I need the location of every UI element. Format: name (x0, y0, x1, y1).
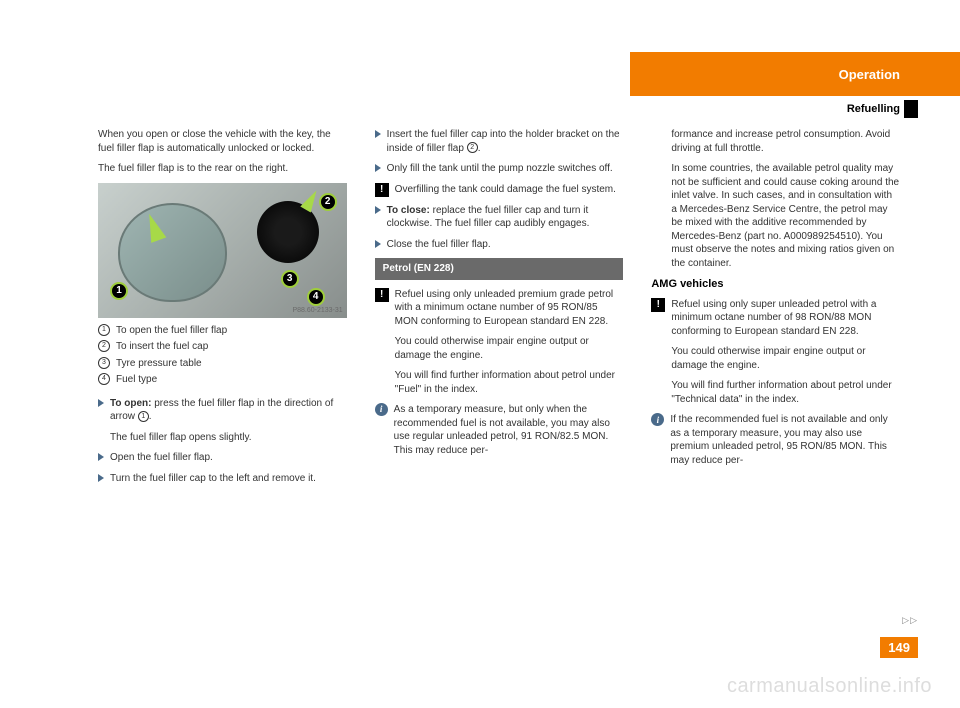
photo-code: P88.60-2133-31 (292, 306, 342, 315)
step-open: To open: press the fuel filler flap in t… (98, 397, 347, 424)
legend-3: 3Tyre pressure table (98, 357, 347, 371)
triangle-icon (98, 399, 104, 407)
legend-1: 1To open the fuel filler flap (98, 324, 347, 338)
info-amg-fuel: iIf the recommended fuel is not availabl… (651, 413, 900, 467)
warning-icon: ! (375, 183, 389, 197)
legend-4: 4Fuel type (98, 373, 347, 387)
edge-tab (904, 100, 918, 118)
warn-amg-c: You will find further information about … (651, 379, 900, 406)
column-2: Insert the fuel filler cap into the hold… (375, 128, 624, 492)
step-5: Only fill the tank until the pump nozzle… (375, 162, 624, 176)
warn-amg-b: You could otherwise impair engine output… (651, 345, 900, 372)
info-temp-fuel: iAs a temporary measure, but only when t… (375, 403, 624, 457)
step-3: Turn the fuel filler cap to the left and… (98, 472, 347, 486)
section-title: Operation (839, 67, 900, 82)
warning-petrol: !Refuel using only unleaded premium grad… (375, 288, 624, 329)
fuel-flap-photo: 1 2 3 4 P88.60-2133-31 (98, 183, 347, 318)
step-4: Insert the fuel filler cap into the hold… (375, 128, 624, 155)
intro-text-1: When you open or close the vehicle with … (98, 128, 347, 155)
column-3: formance and increase petrol consumption… (651, 128, 900, 492)
subsection-title: Refuelling (847, 103, 900, 115)
legend-2: 2To insert the fuel cap (98, 340, 347, 354)
amg-heading: AMG vehicles (651, 277, 900, 292)
warn-petrol-c: You will find further information about … (375, 369, 624, 396)
watermark: carmanualsonline.info (727, 675, 932, 698)
warn-petrol-b: You could otherwise impair engine output… (375, 335, 624, 362)
petrol-section-bar: Petrol (EN 228) (375, 258, 624, 280)
info-icon: i (375, 403, 388, 416)
column-1: When you open or close the vehicle with … (98, 128, 347, 492)
step-close: To close: replace the fuel filler cap an… (375, 204, 624, 231)
continue-arrows: ▷▷ (902, 615, 918, 626)
col3-p1: formance and increase petrol consumption… (651, 128, 900, 155)
page-number: 149 (880, 637, 918, 658)
warning-overfill: !Overfilling the tank could damage the f… (375, 183, 624, 197)
warning-amg: !Refuel using only super unleaded petrol… (651, 298, 900, 339)
step-open-result: The fuel filler flap opens slightly. (98, 431, 347, 445)
content-columns: When you open or close the vehicle with … (98, 128, 900, 492)
intro-text-2: The fuel filler flap is to the rear on t… (98, 162, 347, 176)
step-7: Close the fuel filler flap. (375, 238, 624, 252)
step-2: Open the fuel filler flap. (98, 451, 347, 465)
col3-p2: In some countries, the available petrol … (651, 162, 900, 270)
section-header: Operation (630, 52, 960, 96)
